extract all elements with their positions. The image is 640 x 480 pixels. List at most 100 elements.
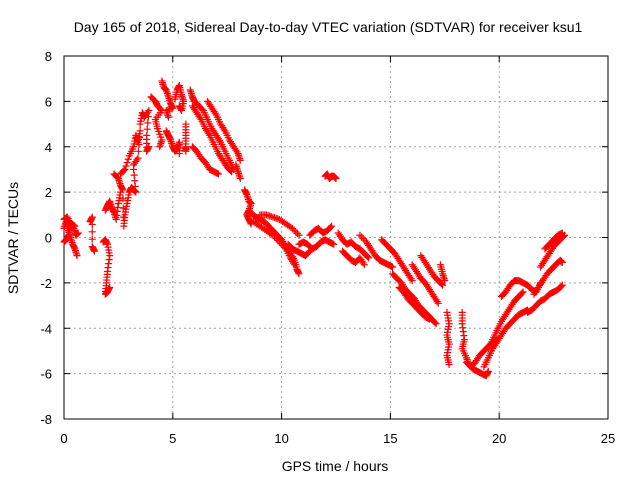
data-point-r [236, 156, 244, 164]
data-point-ab [364, 253, 372, 261]
data-point-b [74, 229, 82, 237]
data-point-ad [359, 235, 367, 243]
data-point-ac [359, 259, 367, 267]
x-tick-label: 15 [383, 431, 397, 446]
data-point-h [123, 159, 131, 167]
data-point-at [558, 229, 566, 237]
x-tick-label: 0 [60, 431, 67, 446]
data-point-h [131, 159, 139, 167]
data-point-w [272, 235, 280, 243]
data-point-w [269, 231, 277, 239]
data-point-g [119, 186, 127, 194]
y-tick-label: 4 [45, 140, 52, 155]
data-point-ai [438, 280, 446, 288]
tick-labels: 0 5 10 15 20 25 -8 -6 -4 -2 0 2 4 6 8 [40, 49, 615, 446]
data-point-z [327, 223, 335, 231]
data-point-o [216, 137, 224, 145]
data-point-x [305, 248, 313, 256]
data-point-r [220, 125, 228, 133]
data-point-ar [558, 258, 566, 266]
data-point-ak [445, 361, 453, 369]
data-point-h [136, 127, 144, 135]
data-point-h [135, 147, 143, 155]
data-point-i [144, 113, 152, 121]
data-point-ad [358, 233, 366, 241]
data-point-h [130, 161, 138, 169]
data-point-p [226, 167, 234, 175]
x-tick-label: 10 [274, 431, 288, 446]
data-point-r [233, 148, 241, 156]
data-point-w [279, 241, 287, 249]
data-point-aq [558, 281, 566, 289]
data-point-c [71, 222, 79, 230]
data-point-b [64, 215, 72, 223]
data-point-ao [518, 289, 526, 297]
data-point-w [291, 261, 299, 269]
data-point-j [156, 143, 164, 151]
data-point-v [295, 231, 303, 239]
data-point-g [119, 195, 127, 203]
data-point-v [288, 224, 296, 232]
data-point-w [275, 238, 283, 246]
y-tick-label: 8 [45, 49, 52, 64]
data-point-a [73, 252, 81, 260]
data-point-q [214, 170, 222, 178]
y-tick-label: -2 [40, 276, 52, 291]
data-point-ac [360, 261, 368, 269]
data-point-ad [356, 231, 364, 239]
data-point-ab [365, 254, 373, 262]
data-point-s [236, 175, 244, 183]
data-point-d [88, 228, 96, 236]
data-point-p [228, 168, 236, 176]
data-point-aq [557, 282, 565, 290]
data-point-v [290, 226, 298, 234]
data-point-w [277, 240, 285, 248]
data-point-k [164, 113, 172, 121]
data-point-h [122, 162, 130, 170]
data-point-l [175, 150, 183, 158]
data-point-h [124, 155, 132, 163]
data-point-b [63, 213, 71, 221]
data-point-ah [433, 298, 441, 306]
data-point-p [205, 130, 213, 138]
chart-title: Day 165 of 2018, Sidereal Day-to-day VTE… [74, 19, 583, 35]
data-point-ai [439, 281, 447, 289]
data-point-v [293, 230, 301, 238]
data-point-h [121, 165, 129, 173]
data-point-ae [407, 275, 415, 283]
x-axis-label: GPS time / hours [282, 458, 389, 474]
data-point-i [143, 125, 151, 133]
data-point-e [106, 283, 114, 291]
data-point-p [196, 114, 204, 122]
data-point-y [330, 240, 338, 248]
data-point-h [120, 167, 128, 175]
data-point-w [274, 236, 282, 244]
data-point-d [88, 213, 96, 221]
data-point-i [145, 106, 153, 114]
data-points [60, 77, 568, 380]
y-tick-label: 2 [45, 185, 52, 200]
data-point-w [290, 259, 298, 267]
data-point-ag [426, 315, 434, 323]
axis-ticks [63, 55, 609, 420]
data-point-w [271, 233, 279, 241]
data-point-ad [389, 263, 397, 271]
data-point-m [175, 102, 183, 110]
data-point-af [432, 320, 440, 328]
y-tick-label: 0 [45, 231, 52, 246]
data-point-al [484, 367, 492, 375]
data-point-d [90, 247, 98, 255]
y-tick-label: 6 [45, 94, 52, 109]
data-point-r [211, 109, 219, 117]
data-point-d [88, 235, 96, 243]
y-axis-label: SDTVAR / TECUs [5, 182, 21, 294]
data-point-h [136, 134, 144, 142]
data-point-ah [434, 299, 442, 307]
data-point-aj [441, 277, 449, 285]
x-tick-label: 25 [601, 431, 615, 446]
data-point-v [292, 228, 300, 236]
data-point-u [295, 270, 303, 278]
x-tick-label: 20 [492, 431, 506, 446]
data-point-i [145, 143, 153, 151]
